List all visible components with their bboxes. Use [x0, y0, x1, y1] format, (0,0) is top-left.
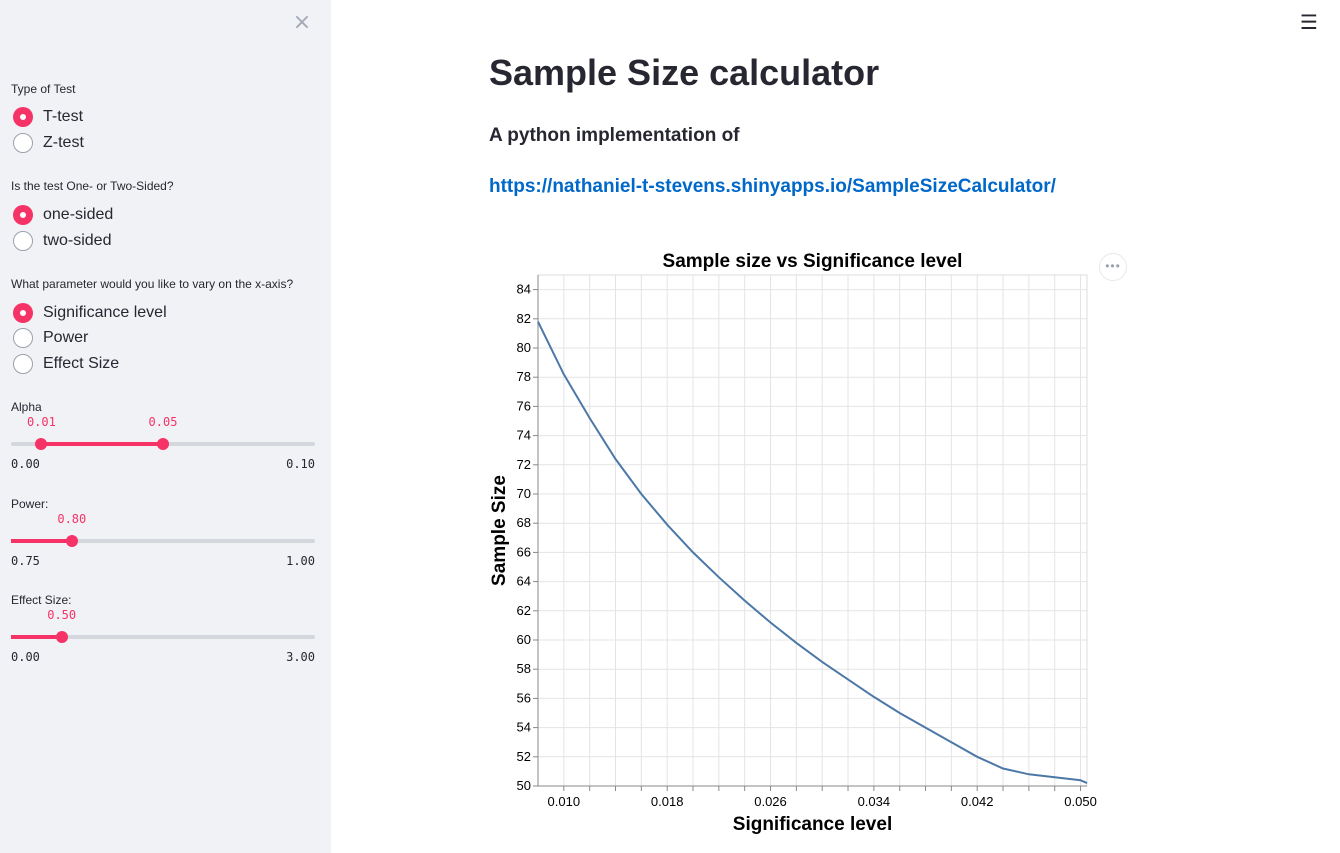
effect-size-label: Effect Size:: [11, 593, 72, 607]
radio-unchecked-icon: [13, 328, 33, 348]
chart-actions-icon[interactable]: •••: [1099, 253, 1127, 281]
slider-fill: [11, 635, 62, 639]
subtitle: A python implementation of: [489, 125, 740, 146]
alpha-low-value: 0.01: [26, 415, 56, 429]
power-max: 1.00: [286, 554, 315, 568]
x-param-label: What parameter would you like to vary on…: [11, 277, 294, 291]
sidedness-label: Is the test One- or Two-Sided?: [11, 179, 174, 193]
slider-track[interactable]: [11, 539, 315, 543]
x-tick-label: 0.034: [858, 794, 891, 809]
sidebar: × Type of Test T-test Z-test Is the test…: [0, 0, 331, 853]
radio-two-sided[interactable]: two-sided: [13, 231, 111, 251]
x-tick-label: 0.050: [1064, 794, 1097, 809]
y-tick-label: 68: [517, 515, 531, 530]
power-thumb[interactable]: [65, 535, 78, 547]
hamburger-menu-icon[interactable]: ☰: [1300, 10, 1318, 34]
effect-size-min: 0.00: [11, 650, 40, 664]
y-tick-label: 76: [517, 398, 531, 413]
effect-size-slider[interactable]: 0.50 0.00 3.00: [11, 608, 315, 671]
source-link[interactable]: https://nathaniel-t-stevens.shinyapps.io…: [489, 176, 1056, 197]
y-tick-label: 70: [517, 486, 531, 501]
power-value: 0.80: [57, 512, 87, 526]
radio-z-test[interactable]: Z-test: [13, 133, 84, 153]
y-tick-label: 58: [517, 661, 531, 676]
plot-border: [537, 274, 1088, 787]
alpha-max: 0.10: [286, 457, 315, 471]
y-tick-label: 74: [517, 428, 531, 443]
radio-t-test[interactable]: T-test: [13, 107, 83, 127]
radio-one-sided[interactable]: one-sided: [13, 205, 113, 225]
radio-label: two-sided: [43, 232, 112, 249]
radio-effect-size[interactable]: Effect Size: [13, 354, 119, 374]
chart-title: Sample size vs Significance level: [663, 251, 963, 272]
alpha-label: Alpha: [11, 400, 42, 414]
x-tick-label: 0.042: [961, 794, 994, 809]
radio-checked-icon: [13, 205, 33, 225]
y-axis-title: Sample Size: [489, 475, 510, 586]
radio-label: T-test: [43, 108, 84, 125]
y-tick-label: 82: [517, 311, 531, 326]
radio-label: Power: [43, 329, 89, 346]
slider-fill: [41, 442, 163, 446]
test-type-label: Type of Test: [11, 82, 76, 96]
alpha-high-thumb[interactable]: [157, 438, 169, 450]
y-tick-label: 84: [517, 282, 531, 297]
radio-unchecked-icon: [13, 231, 33, 251]
alpha-high-value: 0.05: [148, 415, 178, 429]
radio-label: Effect Size: [43, 355, 120, 372]
radio-checked-icon: [13, 303, 33, 323]
radio-power[interactable]: Power: [13, 328, 88, 348]
effect-size-max: 3.00: [286, 650, 315, 664]
y-tick-label: 52: [517, 749, 531, 764]
power-slider[interactable]: 0.80 0.75 1.00: [11, 512, 315, 575]
effect-size-thumb[interactable]: [55, 631, 68, 643]
y-tick-label: 54: [517, 720, 531, 735]
effect-size-value: 0.50: [47, 608, 77, 622]
radio-significance-level[interactable]: Significance level: [13, 303, 167, 323]
y-tick-label: 64: [517, 574, 531, 589]
y-tick-label: 72: [517, 457, 531, 472]
y-tick-label: 60: [517, 632, 531, 647]
radio-label: Z-test: [43, 134, 84, 151]
radio-checked-icon: [13, 107, 33, 127]
sample-size-chart: 50 52 54 56 58 60 62 64 66 68 70 72 74 76 78 80 82 84 0.01…: [489, 251, 1097, 835]
series-line: [537, 321, 1088, 785]
y-tick-label: 62: [517, 603, 531, 618]
radio-unchecked-icon: [13, 354, 33, 374]
alpha-slider[interactable]: 0.01 0.05 0.00 0.10: [11, 415, 315, 478]
radio-unchecked-icon: [13, 133, 33, 153]
power-min: 0.75: [11, 554, 40, 568]
radio-label: one-sided: [43, 206, 114, 223]
radio-label: Significance level: [43, 304, 167, 321]
x-tick-label: 0.018: [651, 794, 684, 809]
y-tick-label: 78: [517, 369, 531, 384]
power-label: Power:: [11, 497, 49, 511]
x-axis-title: Significance level: [733, 814, 892, 835]
alpha-low-thumb[interactable]: [35, 438, 48, 450]
y-tick-label: 80: [517, 340, 531, 355]
close-sidebar-icon[interactable]: ×: [292, 10, 312, 35]
y-tick-label: 50: [517, 778, 531, 793]
y-tick-label: 66: [517, 544, 531, 559]
alpha-min: 0.00: [11, 457, 40, 471]
x-tick-label: 0.026: [754, 794, 787, 809]
y-tick-label: 56: [517, 690, 531, 705]
slider-track[interactable]: [11, 635, 315, 639]
x-tick-label: 0.010: [548, 794, 581, 809]
slider-fill: [11, 539, 72, 543]
page-title: Sample Size calculator: [489, 52, 880, 93]
